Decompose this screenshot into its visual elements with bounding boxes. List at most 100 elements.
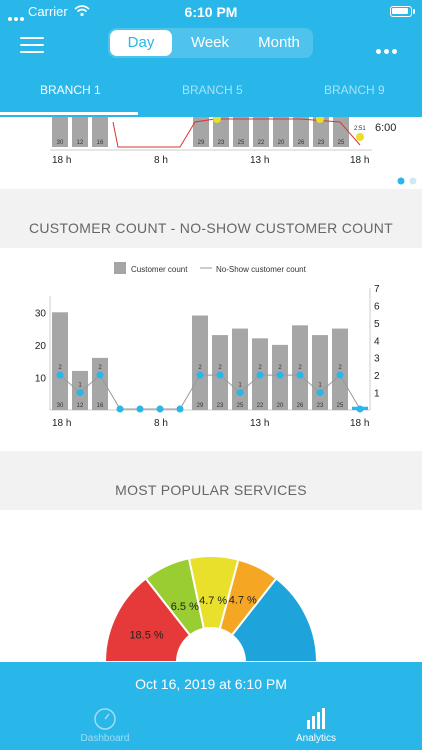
no-show-value-label: 2 <box>98 365 102 371</box>
no-show-point <box>276 371 284 379</box>
hamburger-menu-icon[interactable] <box>20 37 44 53</box>
y-tick-right: 4 <box>374 336 380 347</box>
bar-value-label: 16 <box>97 140 104 146</box>
battery-tip <box>413 9 415 14</box>
last-updated-date: Oct 16, 2019 at 6:10 PM <box>135 676 287 692</box>
y-tick-right: 6 <box>374 301 380 312</box>
bar-value-label: 25 <box>237 403 244 409</box>
bar-value-label: 23 <box>218 140 225 146</box>
bar-value-label: 26 <box>297 403 304 409</box>
bar-value-label: 25 <box>338 140 345 146</box>
no-show-value-label: 2 <box>218 365 222 371</box>
signal-icon <box>8 9 26 24</box>
popular-services-card: 18.5 % 6.5 % 4.7 % 4.7 % <box>0 510 422 697</box>
bar-value-label: 23 <box>318 140 325 146</box>
section-title-popular-services: MOST POPULAR SERVICES <box>115 482 307 498</box>
segment-week[interactable]: Week <box>190 34 230 51</box>
bar-value-label: 23 <box>317 403 324 409</box>
no-show-point <box>356 405 364 413</box>
bar-value-label: 22 <box>258 140 265 146</box>
chart-bar <box>273 117 289 147</box>
y-tick-right: 3 <box>374 354 380 365</box>
no-show-value-label: 2 <box>58 365 62 371</box>
no-show-value-label: 2 <box>298 365 302 371</box>
bar-value-label: 12 <box>77 140 84 146</box>
battery-icon <box>390 6 412 17</box>
bar-value-label: 16 <box>97 403 104 409</box>
no-show-value-label: 2 <box>278 365 282 371</box>
chart-bar <box>333 117 349 147</box>
no-show-value-label: 2 <box>338 365 342 371</box>
right-axis-label: 6:00 <box>375 122 396 134</box>
x-tick: 18 h <box>350 418 369 429</box>
popular-services-chart: 18.5 %6.5 % 4.7 % 4.7 % <box>103 555 319 697</box>
customer-count-bar <box>52 312 68 410</box>
customer-count-bar <box>92 357 108 410</box>
chart-point <box>316 115 324 123</box>
status-bar: Carrier 6:10 PM <box>0 0 422 22</box>
chart-bar <box>52 117 68 147</box>
bar-value-label: 23 <box>217 403 224 409</box>
no-show-value-label: 1 <box>238 383 242 389</box>
nav-dashboard[interactable]: Dashboard <box>55 707 155 744</box>
chart-point <box>213 115 221 123</box>
x-tick: 18 h <box>52 418 71 429</box>
customer-count-card: Customer count No-Show customer count 10… <box>0 248 422 451</box>
carrier-label: Carrier <box>28 4 68 19</box>
no-show-point <box>256 371 264 379</box>
x-tick: 18 h <box>52 155 71 166</box>
page-indicator-active[interactable] <box>397 177 405 185</box>
customer-count-bar <box>192 315 208 410</box>
no-show-point <box>136 405 144 413</box>
no-show-point <box>56 371 64 379</box>
chart-bar <box>293 117 309 147</box>
nav-analytics-label: Analytics <box>295 733 336 744</box>
chart-bar <box>72 117 88 147</box>
bar-value-label: 30 <box>57 140 64 146</box>
no-show-point <box>196 371 204 379</box>
tab-branch-9[interactable]: BRANCH 9 <box>324 83 385 97</box>
chart-bar <box>313 117 329 147</box>
no-show-point <box>96 371 104 379</box>
nav-analytics[interactable]: Analytics <box>266 707 366 744</box>
bar-value-label: 30 <box>57 403 64 409</box>
nav-dashboard-label: Dashboard <box>80 733 130 744</box>
no-show-value-label: 1 <box>78 383 82 389</box>
chart-bar <box>92 117 108 147</box>
tab-branch-1[interactable]: BRANCH 1 <box>40 83 101 97</box>
legend-swatch-customer <box>114 262 126 274</box>
section-title-customer-count: CUSTOMER COUNT - NO-SHOW CUSTOMER COUNT <box>28 220 394 236</box>
y-tick-right: 5 <box>374 319 380 330</box>
bar-value-label: 26 <box>298 140 305 146</box>
bar-value-label: 25 <box>238 140 245 146</box>
bottom-bar: Oct 16, 2019 at 6:10 PM Dashboard Analyt… <box>0 662 422 750</box>
tab-branch-5[interactable]: BRANCH 5 <box>182 83 243 97</box>
no-show-point <box>116 405 124 413</box>
y-tick-left: 10 <box>35 373 47 384</box>
no-show-point <box>336 371 344 379</box>
y-tick-right: 1 <box>374 389 380 400</box>
more-options-icon[interactable] <box>376 41 400 59</box>
no-show-value-label: 2 <box>198 365 202 371</box>
x-tick: 8 h <box>154 418 168 429</box>
chart-bar <box>213 117 229 147</box>
no-show-value-label: 1 <box>318 383 322 389</box>
segment-month[interactable]: Month <box>258 34 300 51</box>
customer-count-bar <box>232 328 248 410</box>
bar-value-label: 12 <box>77 403 84 409</box>
duration-chart-card: 30 12 16 29 23 25 22 20 26 23 25 2:51 6:00 18 h 8 … <box>0 115 422 189</box>
no-show-value-label: 2 <box>258 365 262 371</box>
page-indicator[interactable] <box>409 177 417 185</box>
duration-chart: 30 12 16 29 23 25 22 20 26 23 25 2:51 6:00 18 h 8 … <box>50 115 417 185</box>
customer-count-bar <box>332 328 348 410</box>
clock: 6:10 PM <box>184 4 238 20</box>
customer-count-bar <box>312 335 328 410</box>
no-show-point <box>316 389 324 397</box>
pie-slice-label: 18.5 % <box>129 630 163 642</box>
no-show-point <box>156 405 164 413</box>
active-tab-indicator <box>0 112 138 115</box>
x-tick: 8 h <box>154 155 168 166</box>
chart-bar <box>253 117 269 147</box>
segment-day[interactable]: Day <box>110 30 172 56</box>
analytics-bars-icon <box>307 708 325 729</box>
